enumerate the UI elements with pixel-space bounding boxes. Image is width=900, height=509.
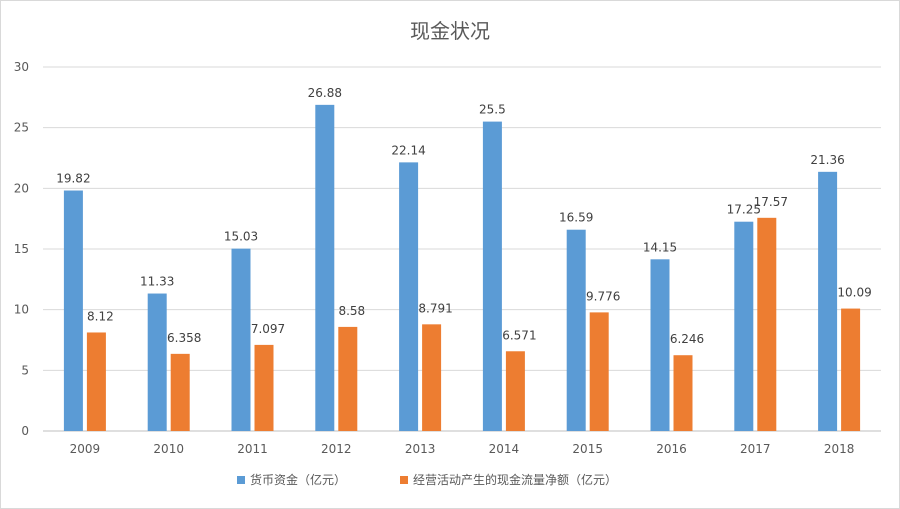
y-tick-label: 10 (14, 303, 29, 317)
y-tick-label: 25 (14, 121, 29, 135)
data-label: 19.82 (56, 172, 90, 186)
data-label: 8.58 (338, 304, 365, 318)
bar-operating-cash-flow (86, 332, 106, 431)
y-tick-label: 15 (14, 242, 29, 256)
bar-operating-cash-flow (841, 308, 861, 431)
bar-cash (63, 190, 83, 431)
legend-swatch (400, 476, 408, 484)
x-tick-label: 2015 (572, 442, 603, 456)
bar-operating-cash-flow (170, 353, 190, 431)
x-tick-label: 2009 (70, 442, 101, 456)
bar-cash (399, 162, 419, 432)
x-tick-label: 2012 (321, 442, 352, 456)
bar-cash (818, 171, 838, 431)
legend-swatch (237, 476, 245, 484)
x-axis-ticks: 2009 2010 2011 2012 2013 2014 2015 2016 2017 2018 (70, 442, 855, 456)
data-labels: 19.82 8.12 11.33 6.358 15.03 7.097 26.88 8.58 22… (56, 86, 872, 346)
data-label: 6.571 (502, 328, 536, 342)
bars (63, 104, 861, 432)
y-tick-label: 30 (14, 60, 29, 74)
data-label: 8.12 (87, 309, 114, 323)
bar-operating-cash-flow (338, 326, 358, 431)
bar-cash (734, 221, 754, 431)
data-label: 6.358 (167, 331, 201, 345)
bar-cash (566, 229, 586, 431)
data-label: 6.246 (670, 332, 704, 346)
x-tick-label: 2014 (489, 442, 520, 456)
bar-cash (231, 248, 251, 431)
bar-cash (147, 293, 167, 431)
data-label: 14.15 (643, 240, 677, 254)
data-label: 11.33 (140, 275, 174, 289)
bar-cash (482, 121, 502, 431)
data-label: 16.59 (559, 211, 593, 225)
data-label: 8.791 (418, 301, 452, 315)
x-tick-label: 2013 (405, 442, 436, 456)
bar-operating-cash-flow (422, 324, 442, 431)
bar-operating-cash-flow (505, 351, 525, 431)
y-tick-label: 0 (21, 424, 29, 438)
legend-entry: 经营活动产生的现金流量净额（亿元） (413, 472, 617, 487)
y-tick-label: 5 (21, 363, 29, 377)
legend-entry: 货币资金（亿元） (250, 472, 346, 487)
x-tick-label: 2011 (237, 442, 268, 456)
data-label: 26.88 (308, 86, 342, 100)
y-axis-ticks: 0 5 10 15 20 25 30 (14, 60, 29, 438)
y-tick-label: 20 (14, 181, 29, 195)
x-tick-label: 2018 (824, 442, 855, 456)
bar-operating-cash-flow (254, 344, 274, 431)
data-label: 17.25 (727, 203, 761, 217)
legend: 货币资金（亿元） 经营活动产生的现金流量净额（亿元） (237, 472, 617, 487)
data-label: 9.776 (586, 289, 620, 303)
data-label: 10.09 (837, 286, 871, 300)
bar-operating-cash-flow (589, 312, 609, 431)
bar-cash (315, 104, 335, 431)
bar-operating-cash-flow (757, 217, 777, 431)
bar-cash (650, 259, 670, 431)
data-label: 22.14 (391, 143, 425, 157)
gridlines (43, 66, 881, 432)
data-label: 17.57 (754, 195, 788, 209)
data-label: 25.5 (479, 103, 506, 117)
chart-title: 现金状况 (410, 19, 490, 43)
data-label: 15.03 (224, 230, 258, 244)
data-label: 7.097 (251, 322, 285, 336)
x-tick-label: 2017 (740, 442, 771, 456)
x-tick-label: 2016 (656, 442, 687, 456)
data-label: 21.36 (810, 153, 844, 167)
bar-operating-cash-flow (673, 355, 693, 431)
x-tick-label: 2010 (153, 442, 184, 456)
